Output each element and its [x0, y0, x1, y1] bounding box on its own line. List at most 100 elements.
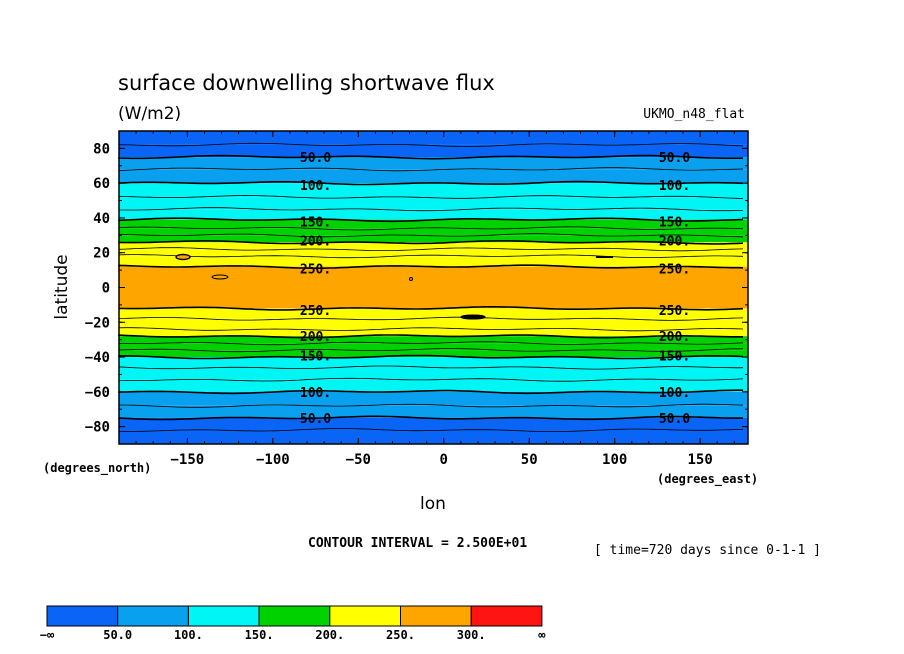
- contour-line-1: [118, 154, 744, 160]
- contour-line-25: [118, 428, 744, 432]
- contour-band-9: [119, 235, 748, 243]
- contour-lines: [118, 142, 744, 432]
- x-tick-label: −100: [256, 452, 290, 468]
- contour-band-23: [119, 391, 748, 406]
- contour-line-8: [118, 233, 744, 238]
- contour-band-5: [119, 197, 748, 210]
- contour-label: 250.: [659, 262, 690, 277]
- y-tick-label: −60: [85, 385, 110, 401]
- contour-band-20: [119, 357, 748, 368]
- colorbar-label: 150.: [245, 628, 274, 642]
- x-tick-label: −50: [346, 452, 371, 468]
- contour-label: 200.: [659, 235, 690, 250]
- colorbar: −∞ 50.0 100. 150. 200. 250. 300. ∞: [40, 605, 546, 642]
- x-tick-label: −150: [171, 452, 205, 468]
- contour-line-10: [118, 247, 744, 252]
- contour-band-11: [119, 249, 748, 257]
- contour-band-6: [119, 209, 748, 220]
- colorbar-label: 250.: [386, 628, 415, 642]
- x-tick-label: 150: [687, 452, 712, 468]
- contour-line-20: [118, 365, 744, 370]
- contour-label: 150.: [659, 215, 690, 230]
- colorbar-label: ∞: [538, 628, 546, 642]
- contour-line-18: [118, 348, 744, 353]
- dataset-label: UKMO_n48_flat: [643, 107, 745, 122]
- contour-label: 200.: [300, 330, 331, 345]
- contour-line-19: [118, 354, 744, 360]
- x-tick-label: 50: [521, 452, 538, 468]
- colorbar-swatch: [46, 605, 119, 627]
- colorbar-swatch: [329, 605, 401, 627]
- contour-label: 50.0: [659, 151, 690, 166]
- contour-island: [460, 314, 486, 320]
- contour-label: 250.: [300, 304, 331, 319]
- x-tick-label: 100: [602, 452, 627, 468]
- contour-line-4: [118, 195, 744, 199]
- colorbar-label: 50.0: [103, 628, 132, 642]
- colorbar-label: −∞: [40, 628, 55, 642]
- contour-line-12: [118, 264, 744, 269]
- contour-line-16: [118, 334, 743, 339]
- contour-label: 50.0: [300, 412, 331, 427]
- contour-line-17: [118, 341, 744, 346]
- contour-line-5: [118, 207, 744, 212]
- contour-band-7: [119, 219, 748, 229]
- contour-label: 50.0: [300, 151, 331, 166]
- contour-line-21: [118, 377, 744, 382]
- contour-line-14: [118, 316, 744, 321]
- contour-band-12: [119, 256, 748, 267]
- y-tick-label: −80: [85, 420, 110, 436]
- y-tick-label: 40: [93, 211, 110, 227]
- y-tick-label: 80: [93, 141, 110, 157]
- contour-band-18: [119, 343, 748, 351]
- y-units-label: (degrees_north): [43, 461, 151, 476]
- y-tick-label: 60: [93, 176, 110, 192]
- contour-band-10: [119, 242, 748, 250]
- contour-band-14: [119, 308, 748, 319]
- contour-label: 100.: [300, 179, 331, 194]
- y-tick-label: 0: [102, 281, 110, 297]
- x-units-label: (degrees_east): [657, 472, 758, 487]
- contour-line-24: [118, 415, 743, 421]
- colorbar-label: 100.: [174, 628, 203, 642]
- colorbar-swatch: [470, 605, 543, 627]
- y-tick-label: 20: [93, 246, 110, 262]
- y-tick-label: −20: [85, 315, 110, 331]
- time-text: [ time=720 days since 0-1-1 ]: [594, 543, 821, 558]
- contour-band-2: [119, 157, 748, 170]
- contour-islands: [175, 253, 613, 320]
- contour-line-13: [118, 306, 744, 311]
- x-tick-label: 0: [440, 452, 448, 468]
- contour-line-15: [118, 327, 744, 332]
- contour-line-6: [118, 217, 744, 223]
- contour-band-21: [119, 367, 748, 380]
- contour-label: 150.: [300, 215, 331, 230]
- contour-island: [211, 274, 229, 280]
- x-axis-label: lon: [420, 494, 446, 514]
- contour-line-9: [118, 240, 744, 245]
- x-axis-ticks: −150 −100 −50 0 50 100 150: [135, 131, 735, 468]
- contour-line-22: [118, 389, 743, 395]
- contour-band-1: [119, 144, 748, 158]
- contour-band-8: [119, 228, 748, 236]
- contour-fill-bands: [119, 131, 748, 444]
- contour-label: 200.: [659, 330, 690, 345]
- contour-band-22: [119, 379, 748, 392]
- colorbar-label: 200.: [315, 628, 344, 642]
- contour-line-7: [118, 226, 744, 231]
- contour-line-2: [118, 167, 744, 172]
- contour-label: 100.: [659, 179, 690, 194]
- contour-band-3: [119, 169, 748, 184]
- contour-band-4: [119, 183, 748, 198]
- contour-island: [409, 277, 413, 281]
- contour-label: 50.0: [659, 412, 690, 427]
- colorbar-swatch: [400, 605, 472, 627]
- contour-label: 100.: [659, 386, 690, 401]
- y-axis-label: latitude: [52, 254, 72, 319]
- contour-label: 200.: [300, 235, 331, 250]
- colorbar-swatch: [187, 605, 260, 627]
- contour-label: 250.: [300, 262, 331, 277]
- contour-band-19: [119, 350, 748, 358]
- contour-line-0: [118, 142, 744, 147]
- contour-label: 150.: [300, 349, 331, 364]
